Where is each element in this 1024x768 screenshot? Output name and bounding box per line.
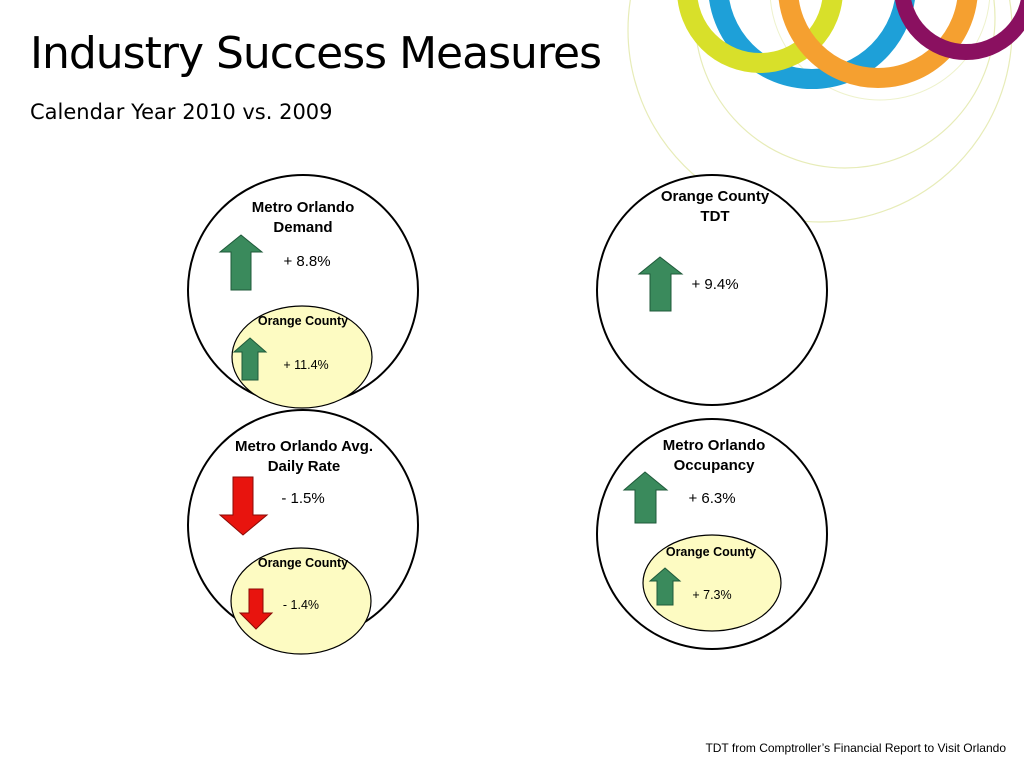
up-arrow-icon bbox=[232, 337, 268, 381]
inner-ellipse-demand bbox=[231, 305, 373, 409]
demand-value: + 8.8% bbox=[283, 253, 331, 270]
down-arrow-icon bbox=[238, 588, 274, 630]
occupancy-heading: Metro Orlando Occupancy bbox=[662, 437, 766, 474]
source-footnote: TDT from Comptroller’s Financial Report … bbox=[705, 741, 1006, 755]
page-subtitle: Calendar Year 2010 vs. 2009 bbox=[30, 100, 333, 124]
inner-ellipse-occupancy bbox=[642, 534, 782, 632]
ring-yellow bbox=[677, 0, 843, 73]
ring-blue bbox=[709, 0, 915, 89]
occupancy-value: + 6.3% bbox=[688, 490, 736, 507]
adr-value: - 1.5% bbox=[281, 490, 325, 507]
occupancy-orange-county-heading: Orange County bbox=[665, 545, 757, 559]
adr-heading: Metro Orlando Avg. Daily Rate bbox=[234, 438, 374, 475]
inner-ellipse-adr bbox=[230, 547, 372, 655]
decorative-rings bbox=[627, 0, 1024, 223]
tdt-value: + 9.4% bbox=[691, 276, 739, 293]
adr-orange-county-value: - 1.4% bbox=[282, 598, 320, 612]
ring-purple bbox=[895, 0, 1024, 60]
up-arrow-icon bbox=[648, 567, 682, 606]
tdt-heading: Orange County TDT bbox=[660, 188, 770, 225]
up-arrow-icon bbox=[622, 471, 669, 524]
adr-orange-county-heading: Orange County bbox=[257, 556, 349, 570]
ring-orange bbox=[778, 0, 978, 88]
demand-orange-county-value: + 11.4% bbox=[283, 358, 329, 372]
circle-tdt bbox=[596, 174, 828, 406]
demand-orange-county-heading: Orange County bbox=[257, 314, 349, 328]
demand-heading: Metro Orlando Demand bbox=[251, 199, 355, 236]
occupancy-orange-county-value: + 7.3% bbox=[692, 588, 732, 602]
thin-ring-inner bbox=[769, 0, 991, 101]
up-arrow-icon bbox=[218, 234, 264, 291]
page-title: Industry Success Measures bbox=[30, 28, 602, 79]
up-arrow-icon bbox=[637, 256, 684, 312]
down-arrow-icon bbox=[218, 476, 269, 536]
